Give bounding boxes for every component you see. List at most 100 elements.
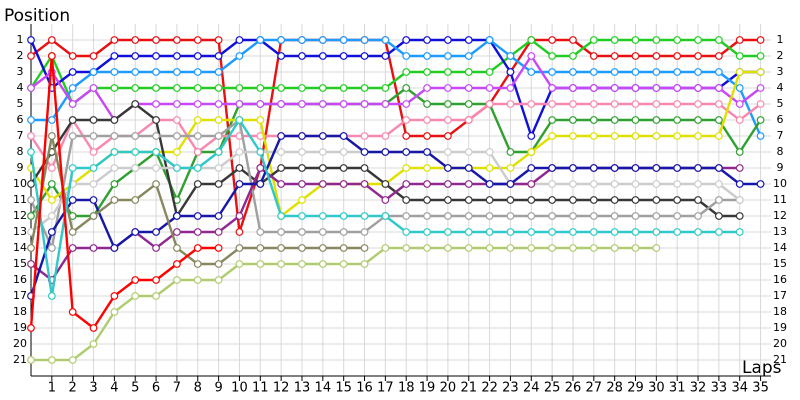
point: [631, 84, 640, 92]
point: [27, 116, 35, 124]
point: [193, 116, 202, 124]
point: [89, 132, 98, 140]
point: [214, 116, 223, 124]
point: [381, 100, 390, 108]
point: [548, 116, 557, 124]
x-tick-label: 25: [544, 381, 561, 396]
point: [444, 196, 452, 204]
point: [47, 180, 56, 188]
point: [214, 260, 223, 268]
point: [277, 100, 286, 108]
point: [173, 68, 181, 76]
point: [173, 228, 181, 236]
point: [485, 196, 494, 204]
point: [27, 260, 35, 268]
point: [714, 212, 723, 220]
point: [464, 84, 473, 92]
point: [485, 148, 494, 156]
series-line: [29, 55, 219, 330]
point: [152, 276, 160, 284]
point: [589, 116, 598, 124]
point: [193, 84, 202, 92]
point: [214, 36, 223, 44]
point: [152, 100, 160, 108]
point: [318, 212, 327, 220]
y-tick-label: 9: [17, 161, 24, 174]
point: [318, 132, 327, 140]
series: [27, 36, 765, 140]
point: [464, 196, 473, 204]
y-tick-label: 8: [17, 145, 24, 158]
point: [298, 228, 306, 236]
point: [193, 68, 202, 76]
point: [110, 244, 119, 252]
point: [47, 36, 56, 44]
point: [714, 68, 723, 76]
point: [694, 196, 702, 204]
point: [256, 84, 265, 92]
point: [631, 132, 640, 140]
y-tick-label: 17: [13, 289, 27, 302]
y-tick-label-right: 18: [773, 305, 787, 318]
point: [277, 52, 286, 60]
point: [527, 244, 536, 252]
point: [360, 260, 369, 268]
point: [756, 84, 765, 92]
point: [318, 84, 327, 92]
point: [110, 52, 119, 60]
point: [131, 148, 140, 156]
point: [110, 148, 119, 156]
point: [569, 164, 577, 172]
point: [193, 36, 202, 44]
point: [444, 84, 452, 92]
point: [360, 228, 369, 236]
point: [464, 52, 473, 60]
point: [193, 164, 202, 172]
point: [735, 52, 744, 60]
point: [256, 244, 265, 252]
point: [673, 164, 682, 172]
x-tick-label: 12: [273, 381, 290, 396]
point: [527, 196, 536, 204]
x-tick-label: 22: [481, 381, 498, 396]
point: [360, 212, 369, 220]
y-tick-label-right: 10: [773, 177, 787, 190]
x-tick-label: 16: [356, 381, 373, 396]
point: [318, 260, 327, 268]
point: [298, 244, 306, 252]
point: [631, 244, 640, 252]
point: [735, 196, 744, 204]
y-tick-label-right: 17: [773, 289, 787, 302]
point: [298, 164, 306, 172]
point: [569, 228, 577, 236]
point: [298, 100, 306, 108]
point: [89, 324, 98, 332]
point: [110, 308, 119, 316]
x-tick-label: 31: [669, 381, 686, 396]
point: [527, 68, 536, 76]
point: [485, 68, 494, 76]
point: [756, 132, 765, 140]
point: [339, 52, 348, 60]
point: [506, 244, 515, 252]
x-tick-label: 14: [315, 381, 332, 396]
y-tick-label-right: 5: [777, 97, 784, 110]
series: [27, 52, 765, 124]
point: [318, 180, 327, 188]
point: [339, 36, 348, 44]
point: [277, 228, 286, 236]
y-tick-label: 3: [17, 65, 24, 78]
point: [402, 132, 411, 140]
point: [610, 244, 619, 252]
point: [548, 52, 557, 60]
point: [339, 180, 348, 188]
point: [214, 132, 223, 140]
point: [110, 36, 119, 44]
point: [506, 164, 515, 172]
point: [464, 68, 473, 76]
point: [756, 68, 765, 76]
point: [235, 228, 244, 236]
point: [235, 84, 244, 92]
point: [318, 164, 327, 172]
point: [694, 116, 702, 124]
